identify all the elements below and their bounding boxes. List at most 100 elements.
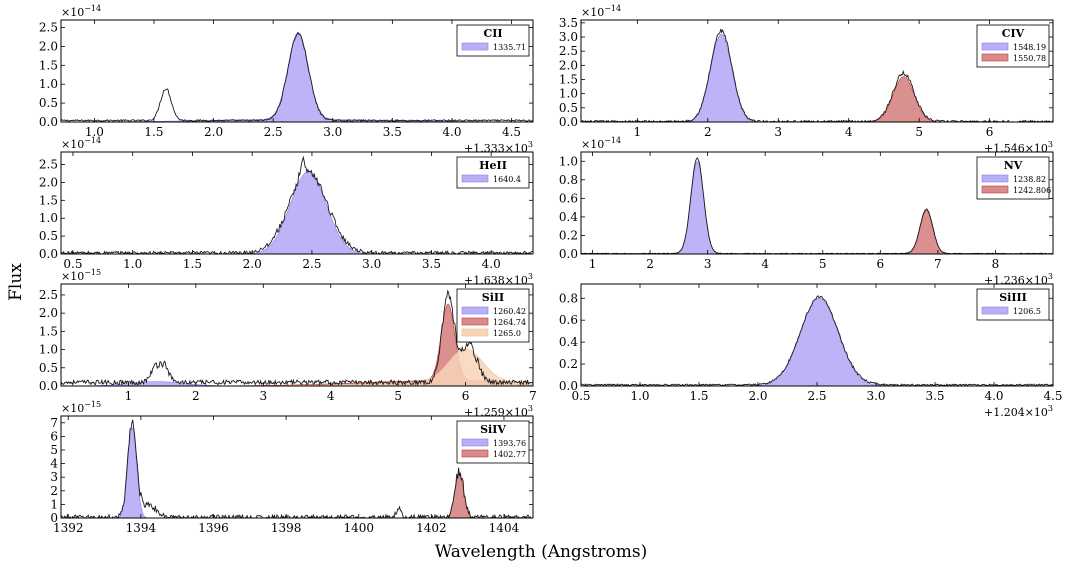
plot-area <box>61 419 533 518</box>
x-tick-label: 5 <box>394 389 402 403</box>
x-tick-label: 7 <box>529 389 537 403</box>
legend: CIV 1548.19 1550.78 <box>976 24 1050 68</box>
panel-siiii: 0.5 1.0 1.5 2.0 2.5 3.0 3.5 4.0 4.5 0.0 0.2 0.4 0.6 0… <box>559 283 1063 419</box>
observed-spectrum <box>581 295 1053 386</box>
y-tick-label: 0.0 <box>39 247 58 261</box>
legend-label: 1550.78 <box>1013 54 1046 63</box>
x-tick-label: 4.0 <box>482 257 501 271</box>
x-tick-label: 1.0 <box>85 125 104 139</box>
legend-label: 1393.76 <box>493 439 526 448</box>
legend: SiIII 1206.5 <box>976 288 1050 321</box>
x-offset: +1.638×103 <box>464 272 533 287</box>
legend-swatch <box>461 42 489 51</box>
observed-spectrum <box>61 289 533 386</box>
y-tick-label: 0.0 <box>559 379 578 393</box>
legend-swatch <box>981 185 1009 194</box>
legend-title: CII <box>483 27 502 40</box>
x-tick-label: 2 <box>704 125 712 139</box>
y-tick-label: 0.4 <box>559 335 578 349</box>
y-multiplier: ×10−15 <box>61 268 101 283</box>
legend-swatch <box>461 174 489 183</box>
y-tick-label: 0.5 <box>559 101 578 115</box>
y-tick-label: 2.5 <box>39 21 58 35</box>
x-tick-label: 6 <box>876 257 884 271</box>
y-tick-label: 4 <box>50 457 58 471</box>
y-tick-label: 3.0 <box>559 30 578 44</box>
x-tick-label: 3.0 <box>362 257 381 271</box>
legend-label: 1260.42 <box>493 307 526 316</box>
y-tick-label: 2.5 <box>39 158 58 172</box>
legend-label: 1335.71 <box>493 43 526 52</box>
x-tick-label: 4 <box>845 125 853 139</box>
y-tick-label: 1.5 <box>559 73 578 87</box>
axes-frame <box>60 19 534 123</box>
legend-label: 1402.77 <box>493 450 526 459</box>
x-tick-label: 0.5 <box>571 389 590 403</box>
x-tick-label: 0.5 <box>63 257 82 271</box>
legend-swatch <box>981 42 1009 51</box>
y-tick-label: 2.5 <box>559 44 578 58</box>
x-tick-label: 2.5 <box>807 389 826 403</box>
y-tick-label: 1.0 <box>39 343 58 357</box>
y-tick-label: 0.2 <box>559 228 578 242</box>
x-offset: +1.259×103 <box>464 404 533 419</box>
y-tick-label: 0.8 <box>559 173 578 187</box>
y-tick-label: 3.5 <box>559 16 578 30</box>
y-tick-label: 0.2 <box>559 357 578 371</box>
legend-swatch <box>461 317 489 326</box>
y-tick-label: 5 <box>50 443 58 457</box>
panel-heii: 0.5 1.0 1.5 2.0 2.5 3.0 3.5 4.0 0.0 0.5 1.0 1.5 2.0 2… <box>39 136 534 287</box>
model-area-1238.82 <box>581 161 1053 254</box>
legend-title: HeII <box>479 159 507 172</box>
x-tick-label: 3 <box>259 389 267 403</box>
y-tick-label: 0.0 <box>559 115 578 129</box>
y-tick-label: 1.0 <box>39 77 58 91</box>
x-tick-label: 3 <box>774 125 782 139</box>
axes-frame <box>60 415 534 519</box>
y-tick-label: 2.5 <box>39 288 58 302</box>
x-tick-label: 2.5 <box>302 257 321 271</box>
legend: SiII 1260.42 1264.74 1265.0 <box>456 288 530 343</box>
legend-swatch <box>981 306 1009 315</box>
x-tick-label: 4.0 <box>442 125 461 139</box>
panel-siiv: 1392 1394 1396 1398 1400 1402 1404 01234567×10−… <box>50 400 534 535</box>
model-area-1242.806 <box>581 210 1053 254</box>
x-tick-label: 3 <box>704 257 712 271</box>
y-tick-label: 1.5 <box>39 324 58 338</box>
x-tick-label: 1396 <box>198 521 229 535</box>
axes-frame <box>580 151 1054 255</box>
legend: NV 1238.82 1242.806 <box>976 156 1051 200</box>
observed-spectrum <box>61 419 533 518</box>
y-tick-label: 2 <box>50 484 58 498</box>
legend: CII 1335.71 <box>456 24 530 57</box>
y-tick-label: 2.0 <box>39 175 58 189</box>
y-tick-label: 1 <box>50 497 58 511</box>
x-tick-label: 7 <box>934 257 942 271</box>
figure-xlabel: Wavelength (Angstroms) <box>435 542 647 562</box>
observed-spectrum <box>61 31 533 122</box>
y-tick-label: 0.5 <box>39 96 58 110</box>
x-tick-label: 1.5 <box>144 125 163 139</box>
axes-frame <box>60 283 534 387</box>
x-offset: +1.333×103 <box>464 140 533 155</box>
x-tick-label: 4 <box>327 389 335 403</box>
y-multiplier: ×10−14 <box>581 136 621 151</box>
y-tick-label: 0.0 <box>559 247 578 261</box>
legend-label: 1265.0 <box>493 329 521 338</box>
y-tick-label: 1.0 <box>559 154 578 168</box>
panel-nv: 1 2 3 4 5 6 7 80.00.20.40.60.81.0×10−14+1.236×1… <box>559 136 1054 287</box>
y-tick-label: 3 <box>50 470 58 484</box>
x-tick-label: 1.5 <box>183 257 202 271</box>
y-tick-label: 0.6 <box>559 313 578 327</box>
legend-swatch <box>981 174 1009 183</box>
x-tick-label: 1404 <box>489 521 520 535</box>
x-tick-label: 1.0 <box>123 257 142 271</box>
x-tick-label: 2.5 <box>264 125 283 139</box>
x-tick-label: 4 <box>761 257 769 271</box>
y-tick-label: 7 <box>50 416 58 430</box>
axes-frame <box>580 19 1054 123</box>
x-tick-label: 3.5 <box>383 125 402 139</box>
x-tick-label: 1 <box>634 125 642 139</box>
legend-label: 1548.19 <box>1013 43 1046 52</box>
legend: SiIV 1393.76 1402.77 <box>456 420 530 464</box>
